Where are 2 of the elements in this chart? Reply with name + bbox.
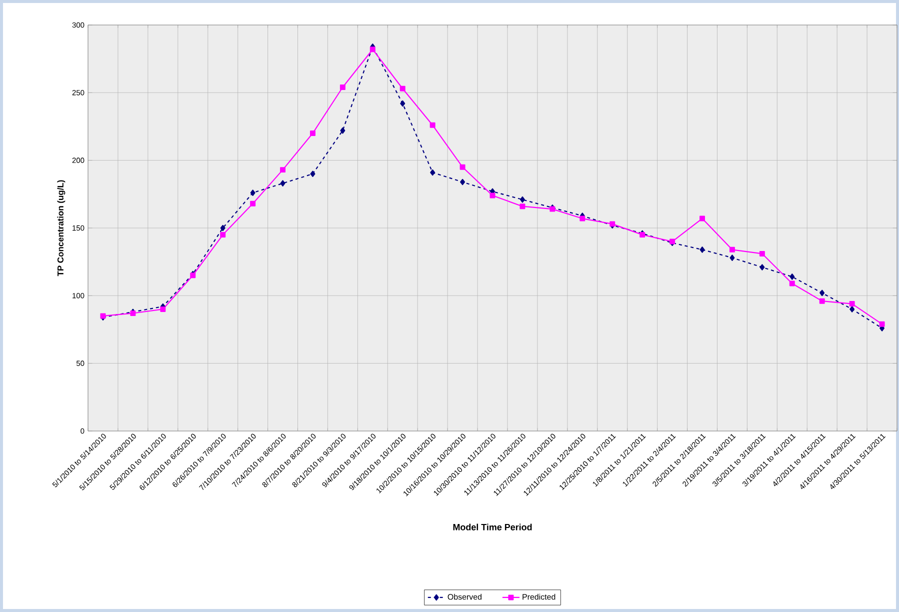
x-axis-title: Model Time Period [453,524,532,530]
y-axis-title: TP Concentration (ug/L) [57,180,66,276]
